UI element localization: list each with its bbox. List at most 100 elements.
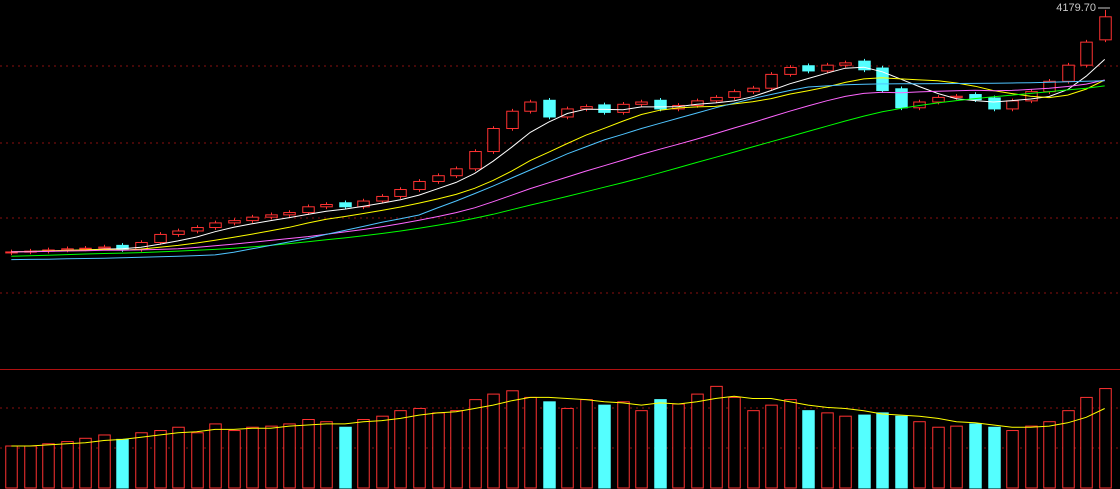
candle-body — [339, 202, 352, 208]
candle-body — [191, 227, 204, 232]
candle-body — [524, 101, 537, 112]
candle-body — [580, 106, 593, 110]
candle-body — [988, 97, 1001, 110]
candle-body — [1043, 80, 1056, 93]
candle-body — [283, 212, 296, 216]
candle-body — [265, 214, 278, 218]
candle-body — [413, 180, 426, 191]
volume-bar — [895, 415, 908, 489]
candle-body — [802, 65, 815, 72]
candle-body — [654, 99, 667, 110]
volume-bar — [61, 441, 74, 489]
candle-body — [376, 195, 389, 202]
volume-bar — [969, 423, 982, 489]
candle-body — [98, 246, 111, 249]
volume-bar — [580, 399, 593, 489]
volume-bar — [135, 432, 148, 489]
volume-bar — [1099, 388, 1112, 489]
volume-bar — [728, 396, 741, 489]
volume-bar — [209, 423, 222, 489]
candle-body — [895, 88, 908, 109]
candle-body — [432, 175, 445, 182]
volume-bar — [116, 438, 129, 489]
candle-body — [154, 233, 167, 243]
volume-bar — [357, 419, 370, 489]
candle-body — [394, 189, 407, 197]
volume-bar — [154, 430, 167, 489]
candle-body — [450, 168, 463, 177]
volume-bar — [302, 419, 315, 489]
volume-bar — [654, 399, 667, 489]
volume-bar — [672, 403, 685, 489]
candle-body — [858, 60, 871, 71]
volume-bar — [172, 426, 185, 489]
volume-bar — [394, 410, 407, 489]
candle-body — [839, 62, 852, 66]
candle-body — [747, 87, 760, 93]
candle-body — [543, 99, 556, 118]
candle-body — [469, 151, 482, 170]
moving-average-line — [11, 59, 1106, 253]
candle-body — [228, 220, 241, 224]
volume-bar — [376, 415, 389, 489]
candle-body — [320, 203, 333, 208]
candle-body — [691, 100, 704, 106]
volume-bar — [432, 412, 445, 489]
candle-body — [79, 247, 92, 250]
volume-bar — [950, 425, 963, 489]
volume-bar — [1062, 410, 1075, 489]
volume-bar — [320, 421, 333, 489]
volume-bar — [469, 399, 482, 489]
candle-body — [1006, 100, 1019, 110]
candle-body — [487, 128, 500, 153]
candle-body — [784, 66, 797, 75]
volume-bar — [784, 399, 797, 489]
volume-bar — [765, 404, 778, 489]
candle-body — [1062, 64, 1075, 82]
volume-bar — [561, 407, 574, 489]
volume-bar — [191, 432, 204, 489]
volume-bar — [265, 425, 278, 489]
volume-bar — [821, 412, 834, 489]
volume-bar — [876, 412, 889, 489]
volume-bar — [710, 385, 723, 489]
moving-average-line — [11, 85, 1105, 257]
volume-bar — [598, 404, 611, 489]
moving-average-line — [11, 79, 1105, 253]
volume-bar — [1043, 421, 1056, 489]
volume-bar — [524, 396, 537, 489]
volume-bar — [617, 401, 630, 489]
volume-bar — [339, 426, 352, 489]
candle-body — [932, 96, 945, 103]
candle-body — [506, 110, 519, 130]
moving-average-line — [11, 80, 1105, 261]
volume-bar — [5, 445, 18, 489]
candle-body — [969, 94, 982, 101]
volume-bar — [988, 426, 1001, 489]
volume-bar — [246, 426, 259, 489]
volume-bar — [1025, 425, 1038, 489]
volume-bar — [487, 393, 500, 489]
volume-bar — [79, 437, 92, 489]
volume-bar — [913, 421, 926, 489]
volume-bar — [24, 445, 37, 489]
volume-bar — [283, 423, 296, 489]
candle-body — [710, 96, 723, 102]
volume-bar — [858, 414, 871, 489]
moving-average-line — [11, 395, 1105, 447]
candle-body — [821, 64, 834, 72]
grid — [0, 65, 1120, 449]
volume-bar — [98, 434, 111, 489]
volume-bar — [1006, 430, 1019, 489]
volume-bar — [635, 410, 648, 489]
candle-body — [598, 104, 611, 113]
candle-body — [172, 230, 185, 235]
candle-body — [1099, 16, 1112, 41]
volume-bar — [450, 410, 463, 489]
candle-body — [302, 206, 315, 214]
volume-bar — [839, 415, 852, 489]
candle-body — [728, 91, 741, 98]
volume-bar — [543, 401, 556, 489]
candle-body — [635, 101, 648, 105]
